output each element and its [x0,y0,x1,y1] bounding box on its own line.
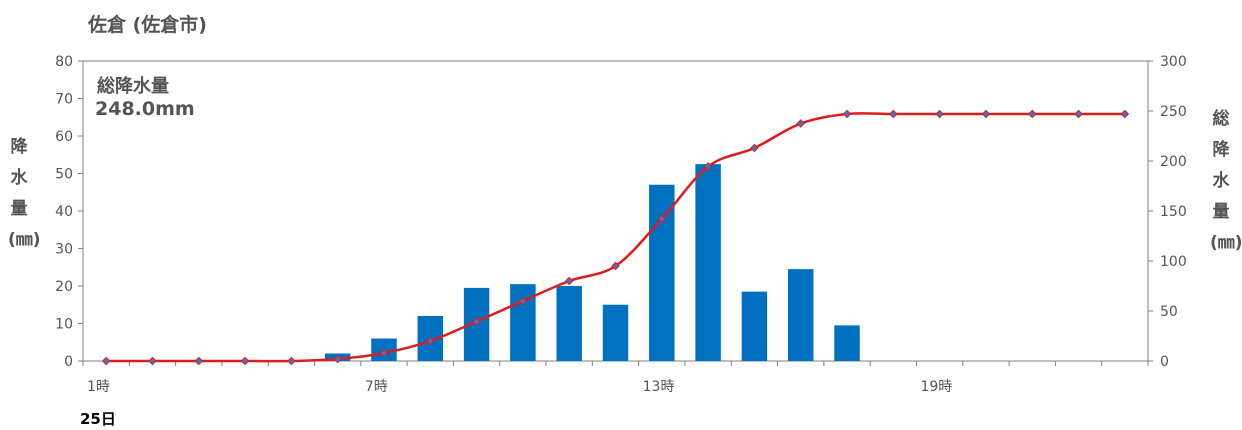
precipitation-bar [510,284,536,361]
precipitation-bar [741,291,768,361]
y-axis-right-label: 総降水量(㎜) [1210,109,1242,253]
cumulative-point [981,109,991,119]
precipitation-bar [649,184,675,361]
x-tick-label: 19時 [920,379,952,395]
y-right-tick-label: 0 [1160,354,1169,370]
cumulative-point [240,356,250,366]
precipitation-bar [556,286,582,361]
y-left-tick-label: 60 [55,129,73,145]
cumulative-point [1027,109,1037,119]
date-label: 25日 [80,410,116,428]
y-right-tick-label: 50 [1160,304,1178,320]
cumulative-point [333,354,342,364]
precipitation-bar [695,164,721,361]
cumulative-point [564,276,574,286]
cumulative-point [148,356,157,366]
y-right-tick-label: 250 [1160,104,1187,120]
precipitation-bar [602,304,629,361]
chart-title: 佐倉 (佐倉市) [88,14,207,36]
y-left-tick-label: 50 [55,167,73,183]
cumulative-point [287,356,296,366]
y-left-tick-label: 80 [55,54,73,70]
cumulative-point [889,109,898,119]
cumulative-point [611,261,620,271]
cumulative-point [842,109,852,119]
precipitation-bar [787,269,814,361]
y-left-tick-label: 0 [64,354,73,370]
cumulative-point [703,162,713,171]
total-precipitation-value: 248.0mm [95,98,195,120]
cumulative-point [750,143,759,153]
cumulative-point [518,296,528,306]
cumulative-point [379,348,389,358]
y-left-tick-label: 10 [55,317,73,333]
cumulative-point [101,356,111,366]
total-precipitation-label: 総降水量 [97,76,169,97]
cumulative-point [194,356,204,366]
cumulative-point [1120,109,1130,119]
x-tick-label: 1時 [87,379,110,395]
y-left-tick-label: 20 [55,279,73,295]
cumulative-point [796,119,806,128]
y-right-tick-label: 100 [1160,254,1187,270]
y-right-tick-label: 300 [1160,54,1187,70]
cumulative-point [935,109,944,119]
cumulative-point [1074,109,1083,119]
x-tick-label: 13時 [643,379,675,395]
cumulative-point [657,214,667,224]
cumulative-point [472,317,481,326]
x-tick-label: 7時 [365,379,388,395]
y-left-tick-label: 40 [55,204,73,220]
cumulative-point [425,336,435,346]
y-left-tick-label: 30 [55,242,73,258]
precipitation-bar [834,325,860,361]
y-left-tick-label: 70 [55,92,73,108]
y-right-tick-label: 150 [1160,204,1187,220]
y-right-tick-label: 200 [1160,154,1187,170]
